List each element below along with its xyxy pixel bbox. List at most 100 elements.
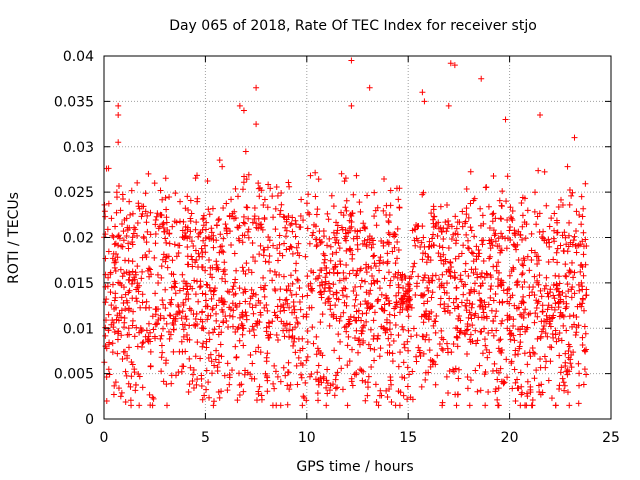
data-point: [137, 304, 144, 311]
data-point: [168, 270, 175, 277]
data-point: [270, 242, 277, 249]
data-point: [120, 237, 127, 244]
data-point: [157, 335, 164, 342]
data-point: [129, 258, 136, 265]
data-point: [294, 320, 301, 327]
data-point: [182, 296, 189, 303]
data-point: [257, 185, 264, 192]
data-point: [457, 328, 464, 335]
data-point: [157, 211, 164, 218]
data-point: [465, 214, 472, 221]
data-point: [281, 240, 288, 247]
data-point: [569, 284, 576, 291]
data-point: [284, 300, 291, 307]
data-point: [368, 280, 375, 287]
data-point: [454, 343, 461, 350]
data-point: [484, 271, 491, 278]
data-point: [231, 208, 238, 215]
data-point: [216, 394, 223, 401]
data-point: [152, 311, 159, 318]
data-point: [438, 327, 445, 334]
data-point: [466, 402, 473, 409]
data-point: [202, 267, 209, 274]
data-point: [290, 303, 297, 310]
data-point: [234, 325, 241, 332]
data-point: [221, 271, 228, 278]
data-point: [400, 392, 407, 399]
data-point: [581, 307, 588, 314]
data-point: [466, 290, 473, 297]
data-point: [331, 234, 338, 241]
data-point: [371, 189, 378, 196]
data-point: [522, 328, 529, 335]
data-point: [380, 242, 387, 249]
data-point: [269, 402, 276, 409]
data-point: [325, 280, 332, 287]
data-point: [385, 217, 392, 224]
data-point: [430, 242, 437, 249]
data-point: [578, 279, 585, 286]
data-point: [197, 229, 204, 236]
data-point: [292, 324, 299, 331]
data-point: [513, 246, 520, 253]
data-point: [437, 295, 444, 302]
data-point: [120, 284, 127, 291]
data-point: [560, 298, 567, 305]
data-point: [283, 296, 290, 303]
data-point: [445, 245, 452, 252]
data-point: [293, 291, 300, 298]
data-point: [147, 402, 154, 409]
data-point: [147, 329, 154, 336]
data-point: [469, 301, 476, 308]
data-point: [216, 157, 223, 164]
data-point: [305, 282, 312, 289]
data-point: [513, 282, 520, 289]
data-point: [324, 296, 331, 303]
data-point: [534, 335, 541, 342]
data-point: [134, 343, 141, 350]
data-point: [109, 232, 116, 239]
data-point: [317, 239, 324, 246]
data-point: [491, 232, 498, 239]
data-point: [102, 299, 109, 306]
data-point: [572, 242, 579, 249]
data-point: [445, 221, 452, 228]
data-point: [388, 331, 395, 338]
data-point: [128, 280, 135, 287]
data-point: [289, 214, 296, 221]
data-point: [381, 325, 388, 332]
data-point: [288, 334, 295, 341]
data-point: [213, 317, 220, 324]
data-point: [557, 369, 564, 376]
data-point: [260, 274, 267, 281]
data-point: [546, 343, 553, 350]
data-point: [278, 201, 285, 208]
data-point: [191, 277, 198, 284]
data-point: [203, 367, 210, 374]
data-point: [225, 324, 232, 331]
data-point: [252, 258, 259, 265]
data-point: [102, 213, 109, 220]
data-point: [460, 291, 467, 298]
data-point: [292, 349, 299, 356]
data-point: [189, 285, 196, 292]
data-point: [123, 215, 130, 222]
data-point: [109, 340, 116, 347]
data-point: [509, 385, 516, 392]
data-point: [236, 285, 243, 292]
data-point: [232, 343, 239, 350]
data-point: [544, 290, 551, 297]
data-point: [243, 316, 250, 323]
x-tick-label: 0: [100, 430, 109, 446]
y-tick-label: 0.03: [63, 140, 94, 156]
data-point: [346, 358, 353, 365]
data-point: [204, 178, 211, 185]
data-point: [153, 213, 160, 220]
data-point: [346, 217, 353, 224]
data-point: [289, 326, 296, 333]
data-point: [210, 402, 217, 409]
data-point: [320, 228, 327, 235]
data-point: [203, 281, 210, 288]
data-point: [215, 352, 222, 359]
data-point: [194, 321, 201, 328]
